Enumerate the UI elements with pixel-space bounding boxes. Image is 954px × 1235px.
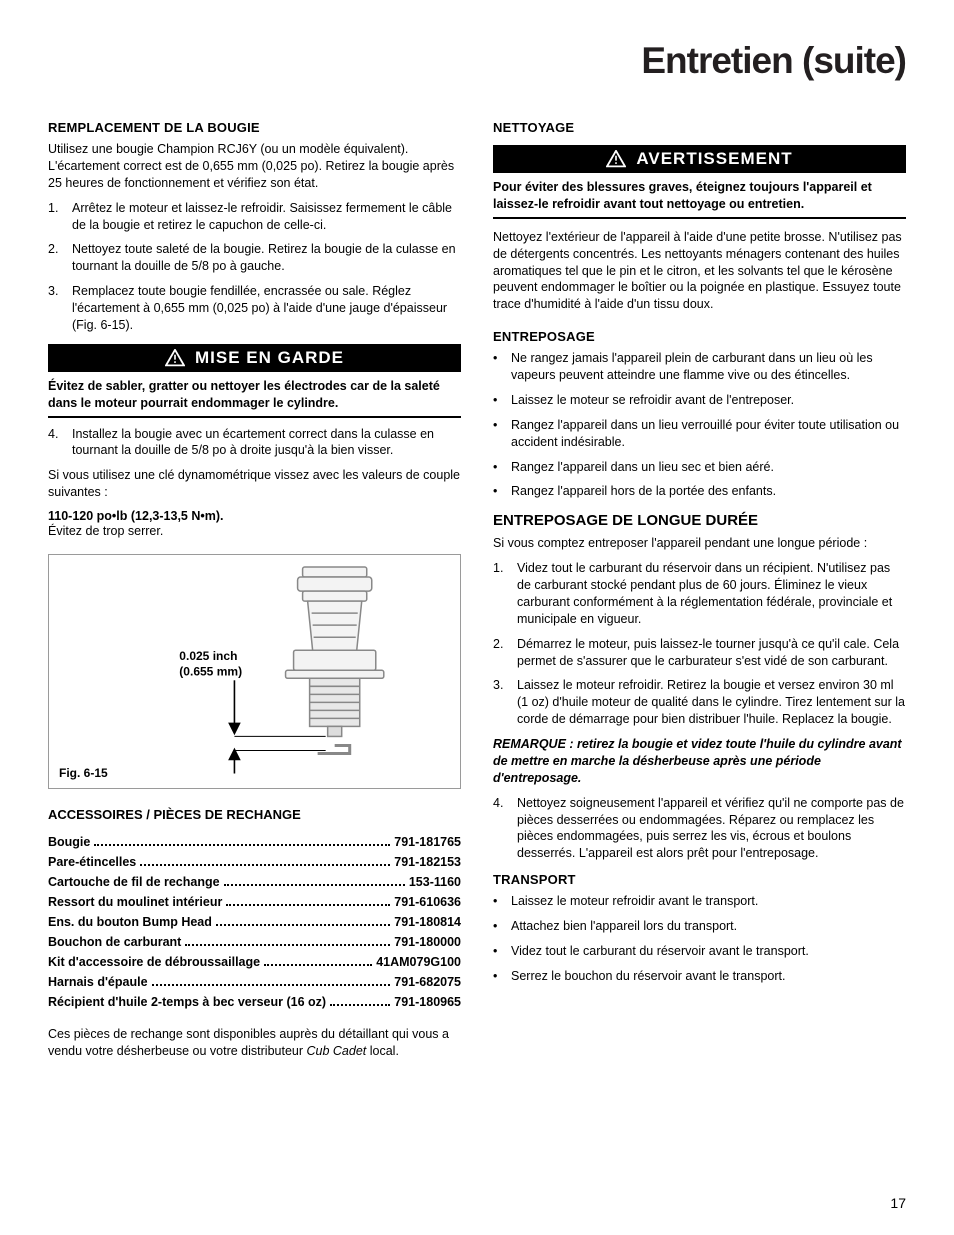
list-item: Videz tout le carburant du réservoir ava… [511, 943, 906, 960]
step: Installez la bougie avec un écartement c… [72, 426, 461, 460]
storage-list: •Ne rangez jamais l'appareil plein de ca… [493, 350, 906, 500]
list-item: Serrez le bouchon du réservoir avant le … [511, 968, 906, 985]
figure-6-15: 0.025 inch (0.655 mm) Fig. 6-15 [48, 554, 461, 789]
right-column: NETTOYAGE AVERTISSEMENT Pour éviter des … [493, 110, 906, 1068]
torque-intro: Si vous utilisez une clé dynamométrique … [48, 467, 461, 501]
list-item: Laissez le moteur refroidir avant le tra… [511, 893, 906, 910]
spark-plug-diagram: 0.025 inch (0.655 mm) [49, 555, 460, 791]
parts-list: Bougie791-181765 Pare-étincelles791-1821… [48, 832, 461, 1012]
fig-dim2: (0.655 mm) [179, 664, 242, 678]
step: Arrêtez le moteur et laissez-le refroidi… [72, 200, 461, 234]
long-storage-steps: 1.Videz tout le carburant du réservoir d… [493, 560, 906, 728]
step: Nettoyez soigneusement l'appareil et vér… [517, 795, 906, 863]
figure-caption: Fig. 6-15 [59, 766, 108, 780]
parts-row: Ressort du moulinet intérieur791-610636 [48, 892, 461, 912]
step: Nettoyez toute saleté de la bougie. Reti… [72, 241, 461, 275]
caution-label: MISE EN GARDE [195, 348, 344, 368]
divider [493, 217, 906, 219]
heading-storage: ENTREPOSAGE [493, 329, 906, 344]
parts-row: Kit d'accessoire de débroussaillage41AM0… [48, 952, 461, 972]
warning-icon [165, 349, 185, 367]
parts-row: Harnais d'épaule791-682075 [48, 972, 461, 992]
step: Démarrez le moteur, puis laissez-le tour… [517, 636, 906, 670]
parts-note: Ces pièces de rechange sont disponibles … [48, 1026, 461, 1060]
parts-row: Cartouche de fil de rechange153-1160 [48, 872, 461, 892]
remark-note: REMARQUE : retirez la bougie et videz to… [493, 736, 906, 787]
caution-text: Évitez de sabler, gratter ou nettoyer le… [48, 378, 461, 412]
heading-cleaning: NETTOYAGE [493, 120, 906, 135]
page-title: Entretien (suite) [48, 40, 906, 82]
para-replacement: Utilisez une bougie Champion RCJ6Y (ou u… [48, 141, 461, 192]
torque-value: 110-120 po•lb (12,3-13,5 N•m). [48, 509, 461, 523]
transport-list: •Laissez le moteur refroidir avant le tr… [493, 893, 906, 985]
heading-long-storage: ENTREPOSAGE DE LONGUE DURÉE [493, 512, 906, 529]
list-item: Rangez l'appareil dans un lieu verrouill… [511, 417, 906, 451]
divider [48, 416, 461, 418]
long-storage-step4: 4.Nettoyez soigneusement l'appareil et v… [493, 795, 906, 863]
step: Laissez le moteur refroidir. Retirez la … [517, 677, 906, 728]
warning-bar: AVERTISSEMENT [493, 145, 906, 173]
para-cleaning: Nettoyez l'extérieur de l'appareil à l'a… [493, 229, 906, 313]
fig-dim1: 0.025 inch [179, 649, 237, 663]
parts-row: Bouchon de carburant791-180000 [48, 932, 461, 952]
content-columns: REMPLACEMENT DE LA BOUGIE Utilisez une b… [48, 110, 906, 1068]
warning-text: Pour éviter des blessures graves, éteign… [493, 179, 906, 213]
torque-note: Évitez de trop serrer. [48, 523, 461, 540]
list-item: Rangez l'appareil hors de la portée des … [511, 483, 906, 500]
parts-row: Bougie791-181765 [48, 832, 461, 852]
page-number: 17 [890, 1195, 906, 1211]
parts-row: Pare-étincelles791-182153 [48, 852, 461, 872]
replace-steps-a: 1.Arrêtez le moteur et laissez-le refroi… [48, 200, 461, 334]
heading-transport: TRANSPORT [493, 872, 906, 887]
list-item: Rangez l'appareil dans un lieu sec et bi… [511, 459, 906, 476]
left-column: REMPLACEMENT DE LA BOUGIE Utilisez une b… [48, 110, 461, 1068]
step: Videz tout le carburant du réservoir dan… [517, 560, 906, 628]
caution-bar: MISE EN GARDE [48, 344, 461, 372]
heading-replacement: REMPLACEMENT DE LA BOUGIE [48, 120, 461, 135]
list-item: Ne rangez jamais l'appareil plein de car… [511, 350, 906, 384]
warning-icon [606, 150, 626, 168]
list-item: Laissez le moteur se refroidir avant de … [511, 392, 906, 409]
warning-label: AVERTISSEMENT [636, 149, 792, 169]
parts-row: Récipient d'huile 2-temps à bec verseur … [48, 992, 461, 1012]
step: Remplacez toute bougie fendillée, encras… [72, 283, 461, 334]
para-long-intro: Si vous comptez entreposer l'appareil pe… [493, 535, 906, 552]
parts-row: Ens. du bouton Bump Head791-180814 [48, 912, 461, 932]
replace-steps-b: 4.Installez la bougie avec un écartement… [48, 426, 461, 460]
list-item: Attachez bien l'appareil lors du transpo… [511, 918, 906, 935]
heading-parts: ACCESSOIRES / PIÈCES DE RECHANGE [48, 807, 461, 822]
